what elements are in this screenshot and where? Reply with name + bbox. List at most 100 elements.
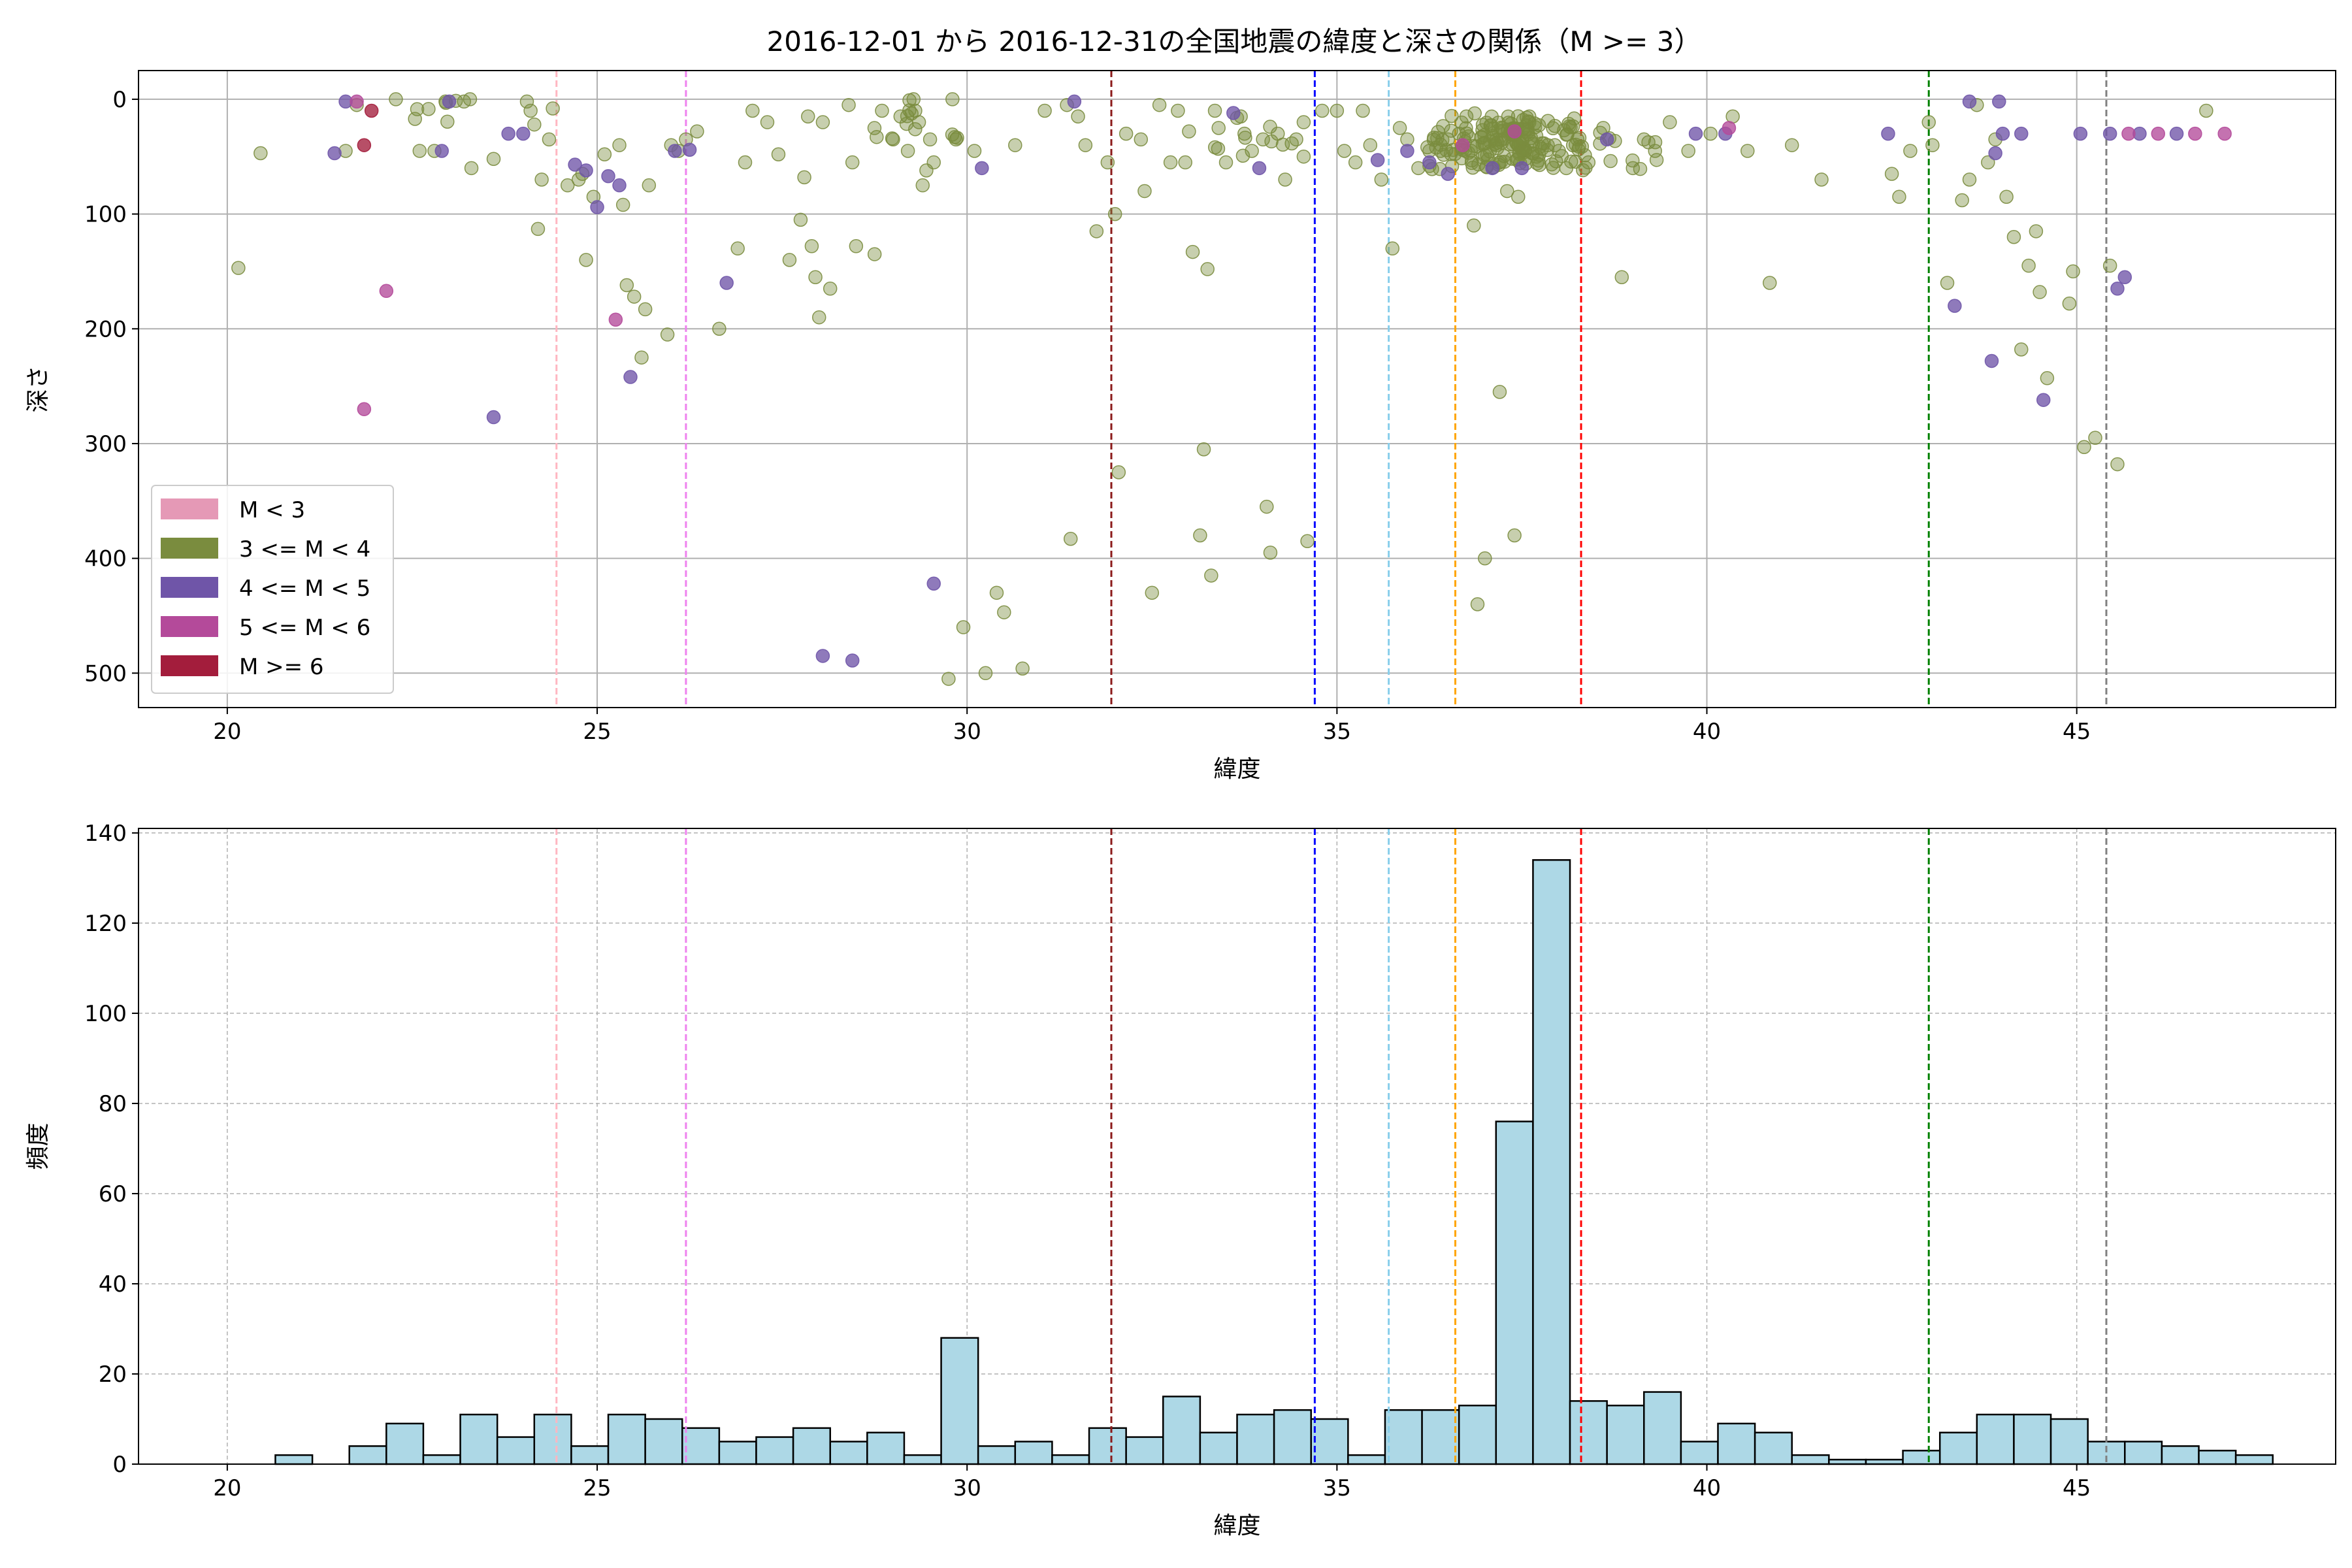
scatter-point bbox=[870, 129, 884, 144]
scatter-point bbox=[1256, 132, 1270, 147]
scatter-point bbox=[1532, 139, 1547, 154]
scatter-point bbox=[1264, 134, 1279, 149]
scatter-point bbox=[1490, 141, 1505, 155]
scatter-point bbox=[1315, 103, 1330, 118]
scatter-point bbox=[730, 241, 745, 256]
scatter-point bbox=[1925, 138, 1940, 152]
scatter-point bbox=[2040, 371, 2055, 385]
histogram-bar bbox=[385, 1422, 425, 1465]
histogram-y-axis-label: 頻度 bbox=[25, 1122, 52, 1169]
histogram-bar bbox=[1162, 1396, 1201, 1465]
scatter-point bbox=[1196, 442, 1211, 457]
scatter-point bbox=[2169, 126, 2184, 141]
scatter-point bbox=[1535, 142, 1549, 156]
scatter-point bbox=[1524, 135, 1539, 149]
scatter-point bbox=[619, 278, 634, 293]
scatter-point bbox=[2033, 285, 2047, 299]
scatter-point bbox=[1703, 126, 1718, 141]
scatter-point bbox=[253, 146, 268, 161]
histogram-y-ticks: 0 20 40 60 80 100 120 140 bbox=[84, 821, 139, 1478]
scatter-point bbox=[867, 247, 882, 261]
scatter-point bbox=[2006, 229, 2021, 244]
x-tick-label: 20 bbox=[213, 719, 241, 745]
legend: M < 3 3 <= M < 4 4 <= M < 5 5 <= M < 6 M… bbox=[151, 485, 394, 694]
scatter-point bbox=[1940, 276, 1955, 290]
x-tick-label: 40 bbox=[1693, 1475, 1721, 1501]
scatter-point bbox=[1988, 146, 2002, 161]
scatter-point bbox=[1500, 184, 1514, 199]
scatter-point bbox=[615, 197, 630, 212]
scatter-point bbox=[1548, 119, 1562, 133]
scatter-x-axis-label: 緯度 bbox=[1213, 756, 1260, 783]
scatter-point bbox=[908, 122, 923, 137]
histogram-bar bbox=[1828, 1458, 1867, 1465]
histogram-bar bbox=[1791, 1454, 1830, 1465]
x-tick-label: 35 bbox=[1323, 719, 1351, 745]
scatter-point bbox=[1688, 126, 1703, 141]
scatter-point bbox=[1089, 224, 1104, 238]
scatter-point bbox=[379, 284, 394, 299]
y-tick-label: 400 bbox=[84, 546, 127, 572]
scatter-point bbox=[2102, 258, 2117, 273]
scatter-point bbox=[568, 157, 582, 172]
histogram-bar bbox=[903, 1454, 942, 1465]
histogram-bar bbox=[1458, 1405, 1497, 1465]
scatter-point bbox=[1152, 97, 1167, 112]
scatter-point bbox=[1541, 114, 1556, 128]
histogram-bar bbox=[1606, 1405, 1645, 1465]
scatter-point bbox=[534, 172, 549, 187]
scatter-point bbox=[1681, 144, 1695, 158]
scatter-point bbox=[2014, 342, 2029, 357]
scatter-point bbox=[1218, 155, 1233, 170]
scatter-point bbox=[2062, 296, 2077, 311]
histogram-bar bbox=[940, 1337, 979, 1465]
histogram-bar bbox=[1014, 1441, 1053, 1465]
scatter-point bbox=[1300, 534, 1315, 549]
scatter-point bbox=[2073, 126, 2088, 141]
scatter-point bbox=[2088, 431, 2102, 445]
scatter-point bbox=[1576, 163, 1590, 178]
scatter-point bbox=[668, 144, 682, 158]
histogram-bar bbox=[1236, 1413, 1275, 1465]
scatter-point bbox=[978, 666, 993, 681]
histogram-x-ticks: 20 25 30 35 40 45 bbox=[213, 1464, 2091, 1501]
histogram-reference-lines bbox=[555, 828, 2108, 1464]
histogram-bar bbox=[422, 1454, 461, 1465]
scatter-point bbox=[464, 161, 479, 176]
legend-label: M >= 6 bbox=[239, 654, 324, 680]
scatter-point bbox=[389, 92, 403, 106]
scatter-point bbox=[875, 103, 889, 118]
histogram-bar bbox=[1273, 1409, 1312, 1465]
scatter-point bbox=[590, 200, 604, 214]
scatter-reference-lines bbox=[555, 71, 2108, 708]
scatter-point bbox=[412, 144, 427, 158]
scatter-point bbox=[841, 97, 856, 112]
scatter-point bbox=[1467, 106, 1482, 121]
y-tick-label: 500 bbox=[84, 661, 127, 687]
scatter-point bbox=[421, 102, 436, 116]
scatter-point bbox=[989, 585, 1004, 600]
scatter-point bbox=[967, 144, 982, 158]
scatter-point bbox=[434, 144, 449, 158]
scatter-point bbox=[442, 94, 457, 109]
scatter-point bbox=[1641, 135, 1656, 150]
histogram-bar bbox=[2013, 1413, 2052, 1465]
scatter-point bbox=[886, 132, 900, 147]
scatter-point bbox=[408, 112, 422, 126]
scatter-point bbox=[327, 146, 342, 161]
histogram-grid bbox=[139, 828, 2336, 1465]
x-tick-label: 30 bbox=[953, 1475, 981, 1501]
scatter-point bbox=[771, 147, 786, 161]
histogram-bar bbox=[1938, 1431, 1978, 1465]
scatter-point bbox=[1531, 154, 1546, 168]
histogram-bar bbox=[496, 1436, 536, 1465]
scatter-point bbox=[486, 410, 501, 425]
scatter-point bbox=[1178, 155, 1192, 170]
scatter-point bbox=[1071, 109, 1085, 124]
histogram-bar bbox=[977, 1445, 1017, 1465]
histogram-bars bbox=[274, 859, 2274, 1465]
scatter-point bbox=[579, 163, 593, 178]
scatter-point bbox=[823, 282, 838, 296]
scatter-point bbox=[357, 402, 372, 416]
scatter-point bbox=[1263, 120, 1277, 134]
